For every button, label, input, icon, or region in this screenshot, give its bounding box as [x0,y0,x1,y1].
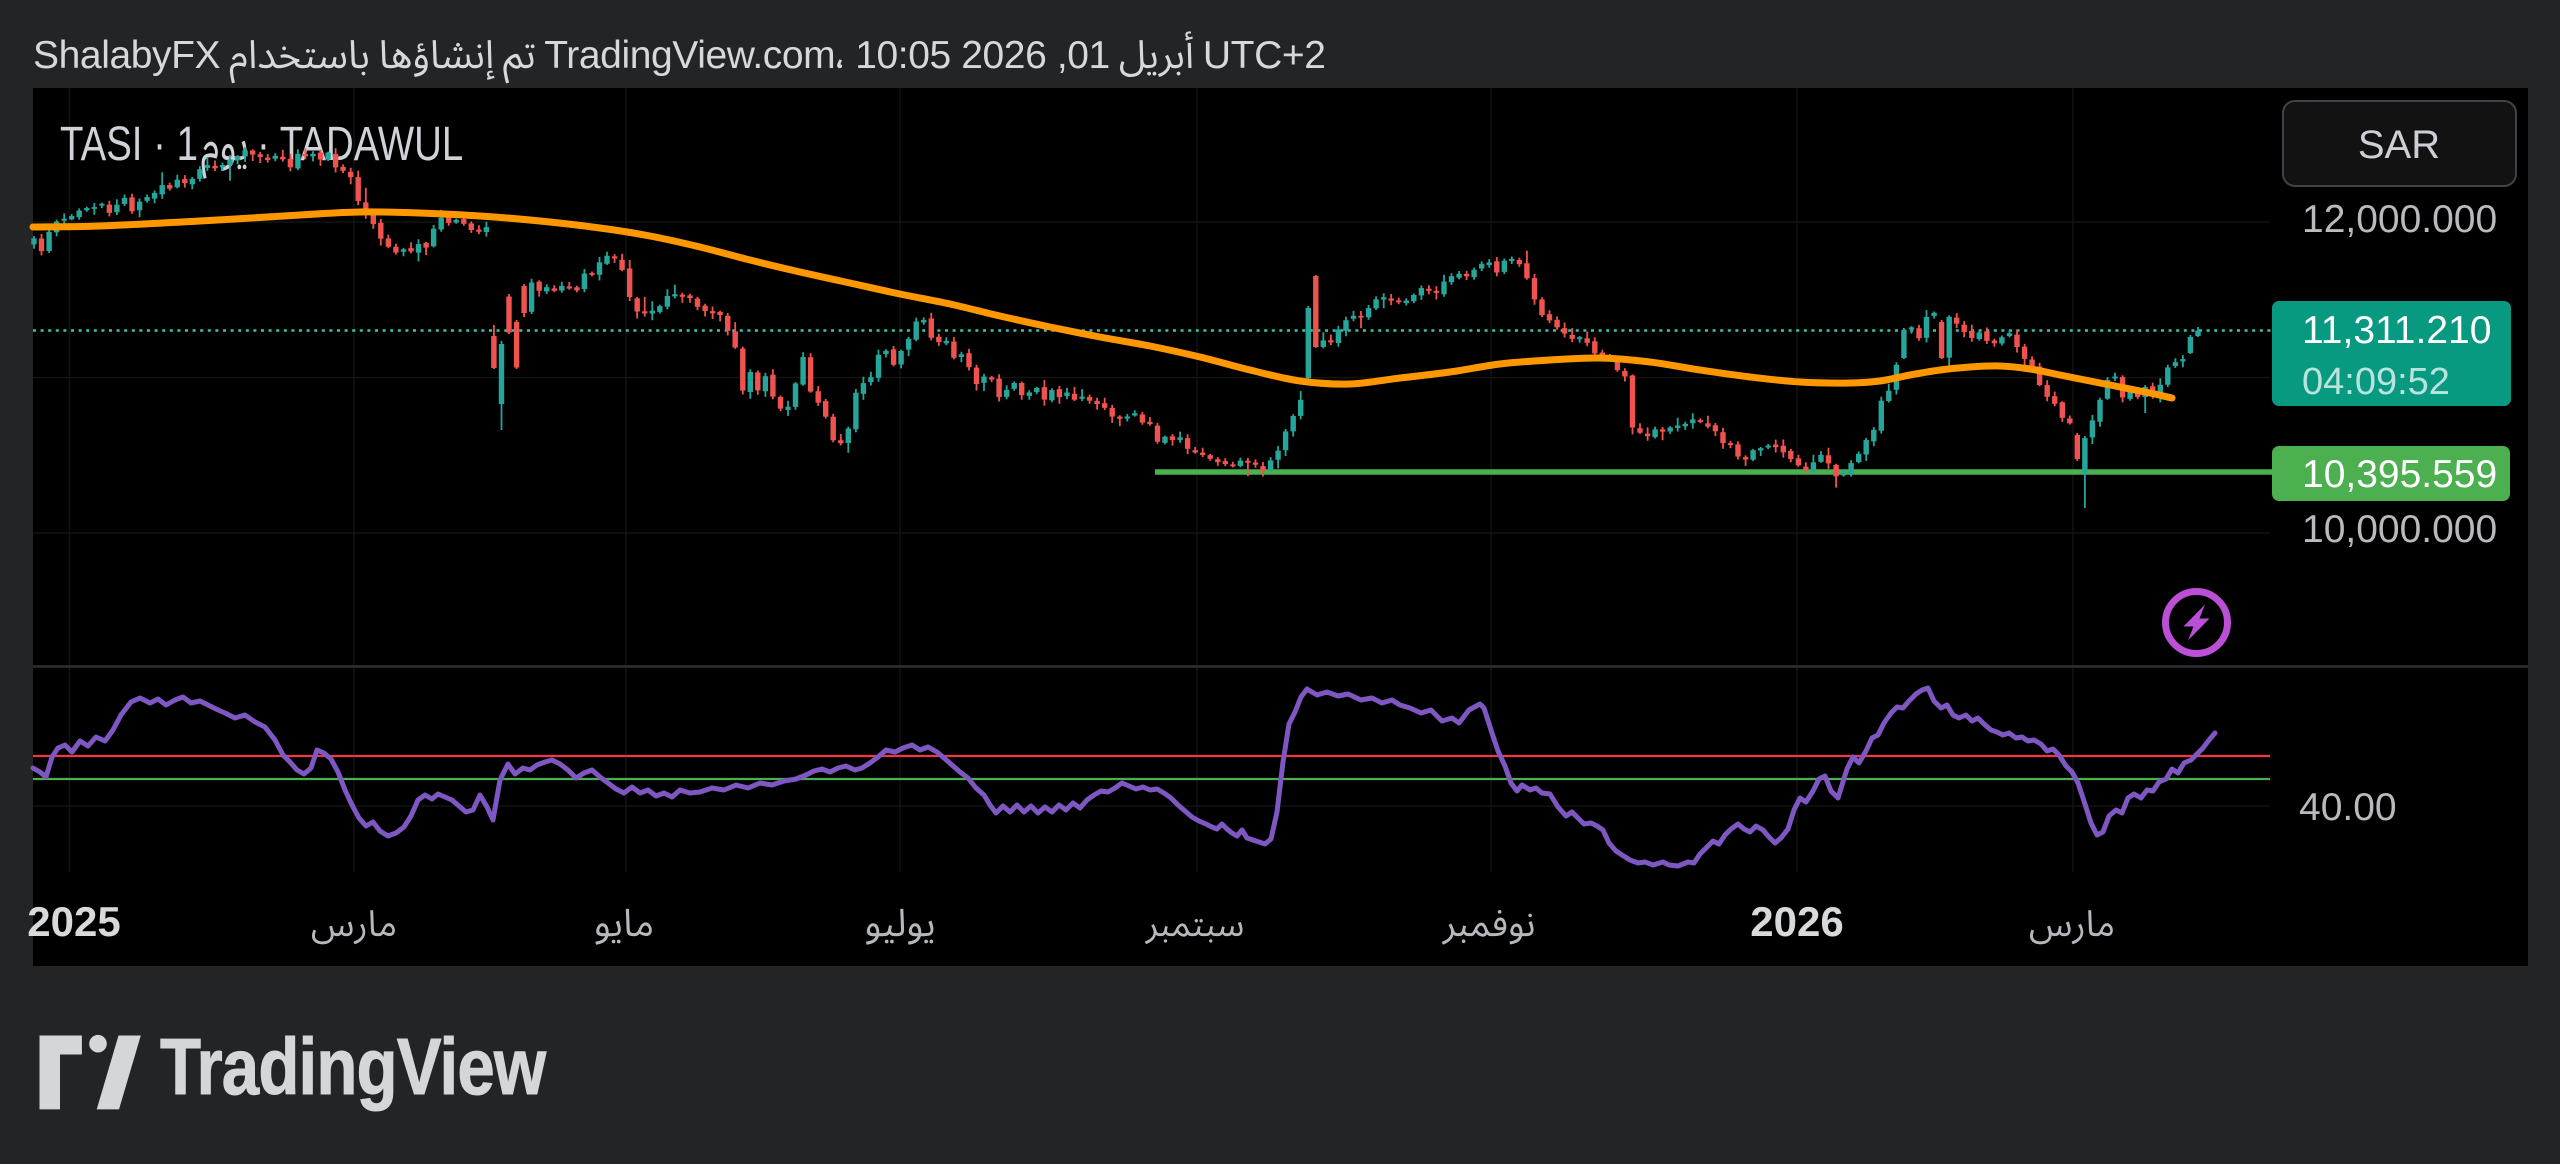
svg-text:TradingView.com: TradingView.com [544,34,835,77]
svg-text:2026: 2026 [1750,898,1843,945]
svg-text:10,395.559: 10,395.559 [2302,453,2497,496]
svg-text:40.00: 40.00 [2299,786,2397,829]
svg-text:2025: 2025 [27,898,120,945]
svg-text:SAR: SAR [2358,123,2440,167]
svg-text:TASI · 1: TASI · 1 [60,118,198,171]
svg-text:10:05 2026 ,01: 10:05 2026 ,01 [855,34,1110,77]
svg-text:04:09:52: 04:09:52 [2302,361,2450,403]
svg-text:ShalabyFX: ShalabyFX [33,34,221,77]
svg-text:UTC+2: UTC+2 [1203,34,1326,77]
svg-text:12,000.000: 12,000.000 [2302,198,2497,241]
svg-text:11,311.210: 11,311.210 [2302,309,2491,352]
svg-text:TradingView: TradingView [160,1021,547,1111]
svg-text:10,000.000: 10,000.000 [2302,508,2497,551]
